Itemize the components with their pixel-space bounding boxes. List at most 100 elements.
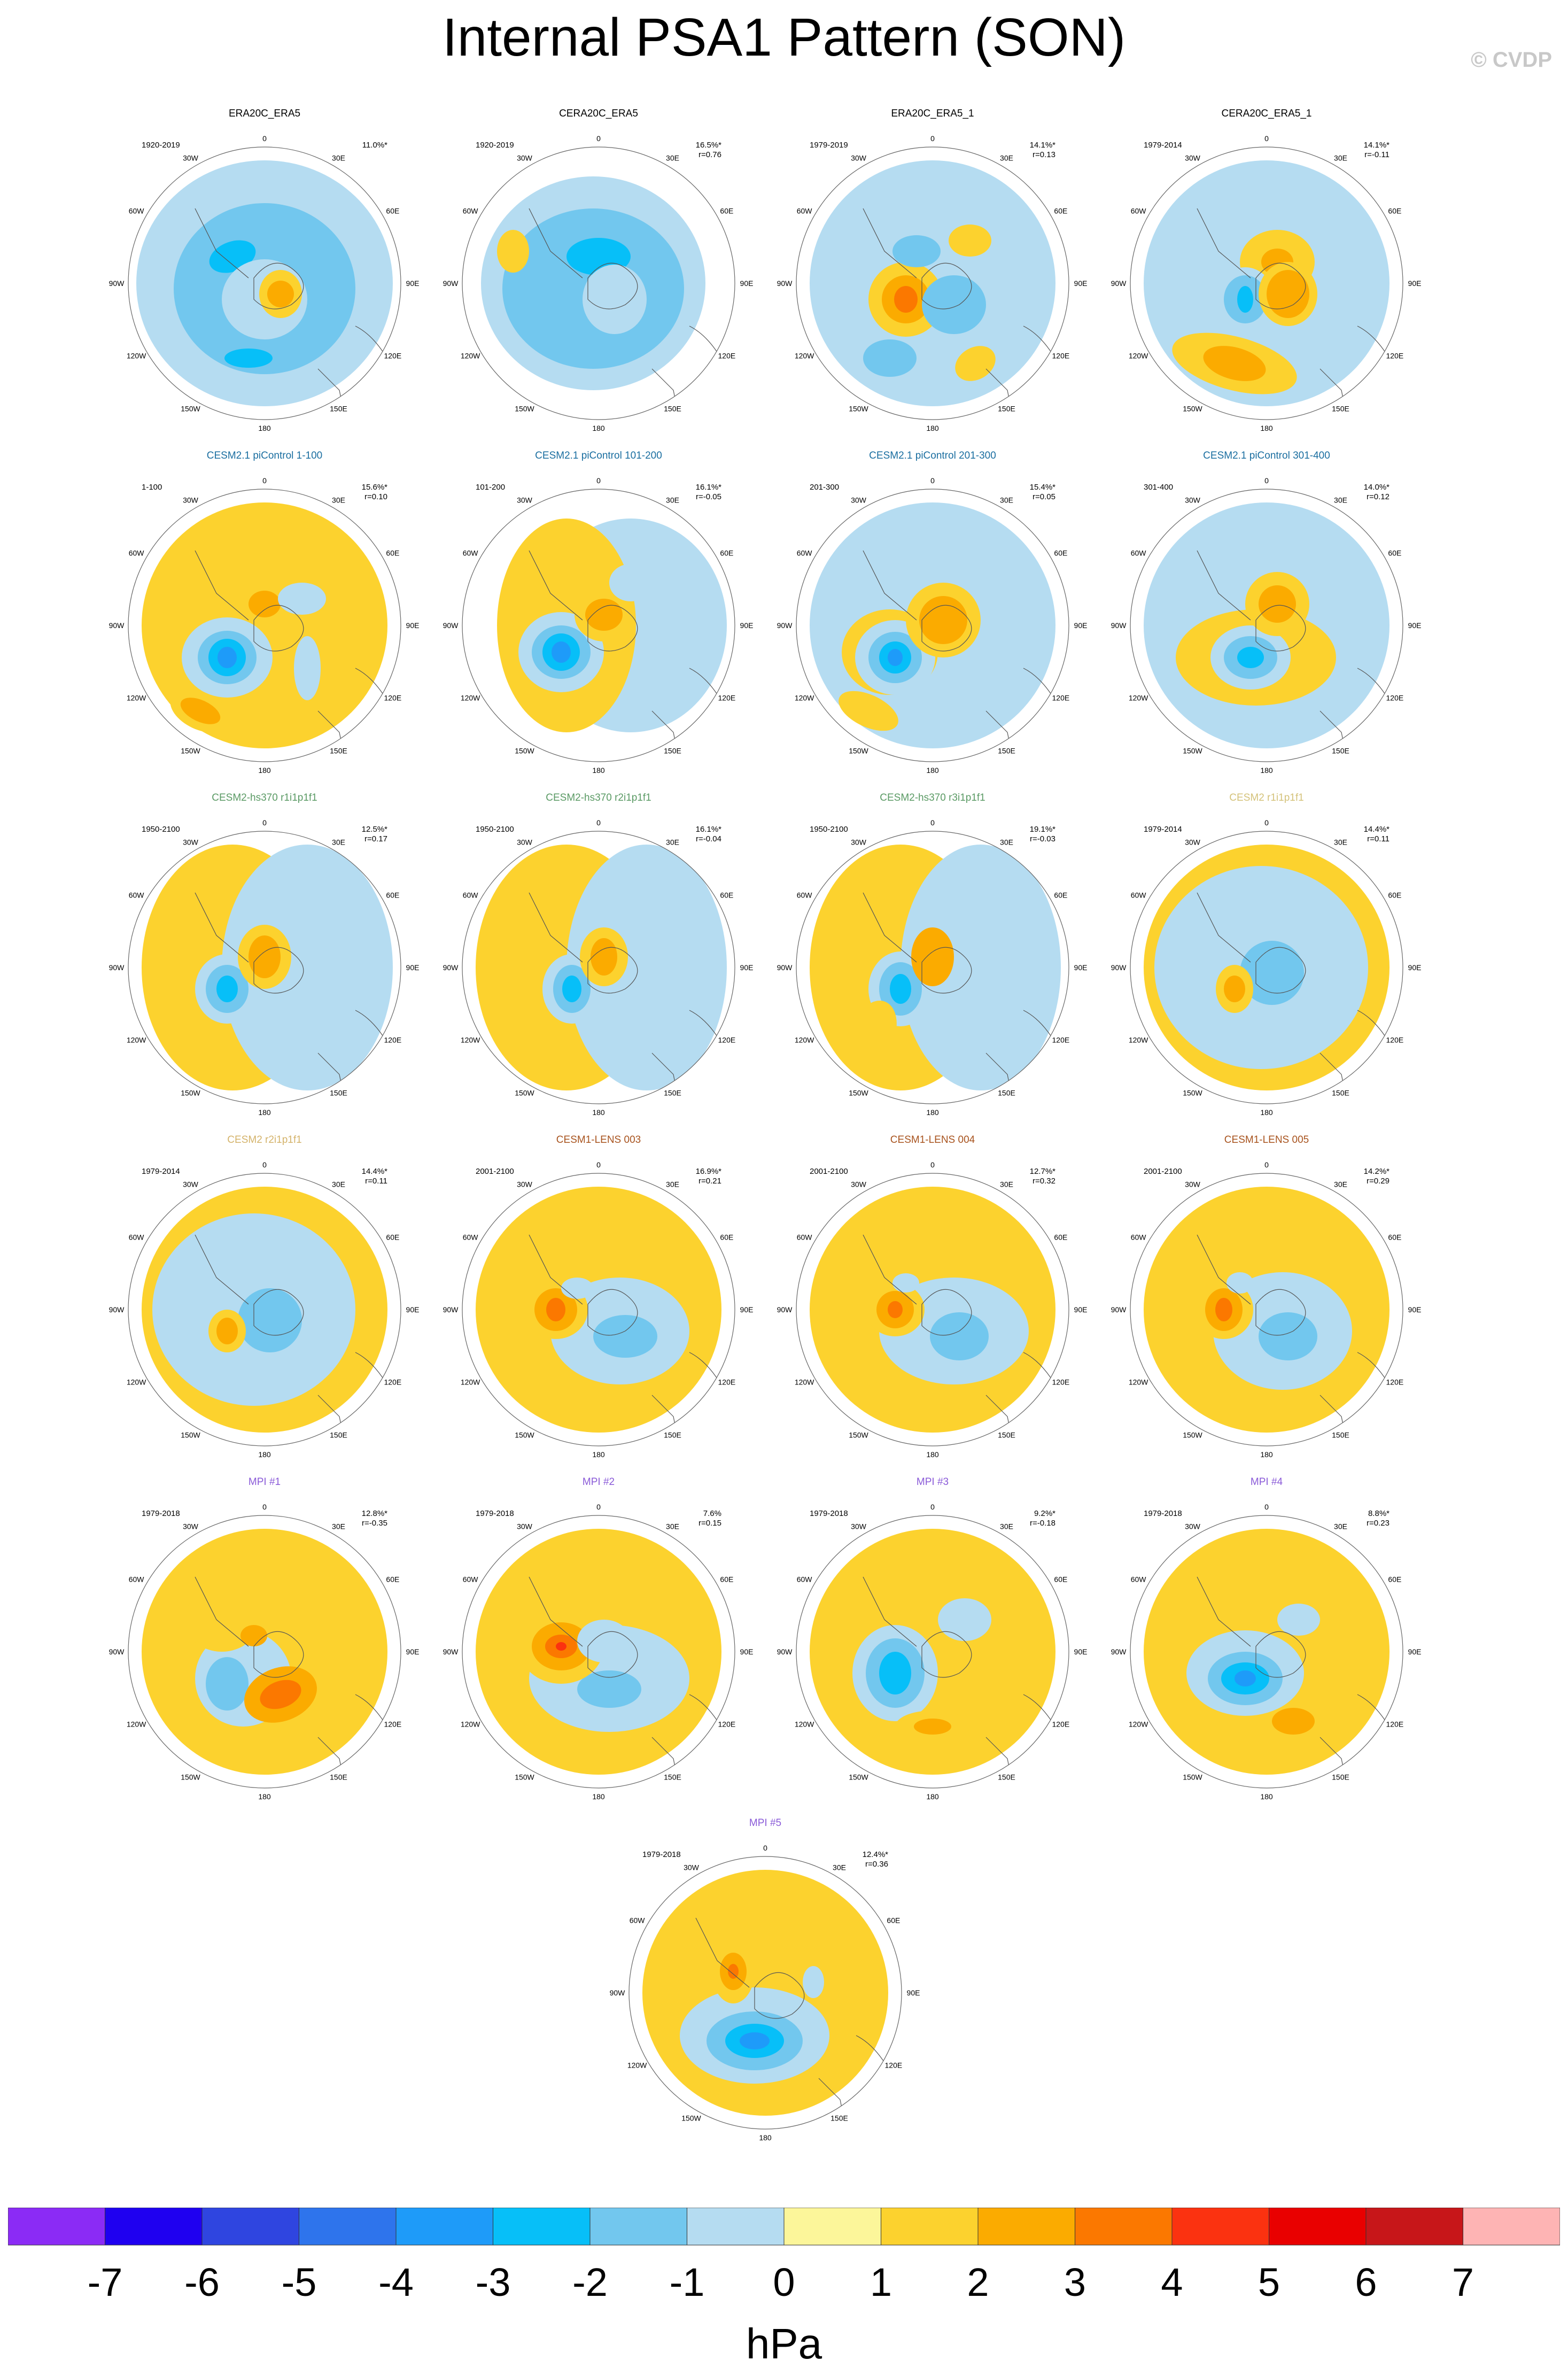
longitude-label: 120W (127, 1720, 146, 1729)
panel-correlation: r=0.29 (1367, 1177, 1390, 1186)
longitude-label: 180 (926, 1792, 939, 1801)
longitude-label: 60W (797, 891, 813, 900)
antarctica-coastline (587, 605, 638, 652)
panel-title: CESM2 r1i1p1f1 (1229, 792, 1303, 803)
longitude-label: 0 (596, 476, 601, 485)
colorbar-unit: hPa (746, 2320, 822, 2367)
longitude-label: 150E (330, 1431, 347, 1440)
panel-correlation: r=0.15 (698, 1519, 721, 1528)
longitude-label: 120W (461, 352, 480, 360)
longitude-label: 60W (463, 1575, 479, 1584)
pattern-contour (260, 1680, 301, 1709)
longitude-label: 30W (183, 496, 199, 504)
australia-coastline (689, 326, 727, 369)
pattern-contour (1272, 1708, 1315, 1735)
panel-period: 1979-2014 (142, 1167, 180, 1176)
south-america-coastline (195, 208, 249, 278)
panel-period: 2001-2100 (1144, 1167, 1182, 1176)
longitude-label: 180 (926, 766, 939, 775)
map-border (462, 1173, 735, 1446)
longitude-label: 120E (1386, 694, 1404, 702)
map-panel: CESM2.1 piControl 1-100 1-100 15.6%* r=0.10… (99, 449, 430, 791)
map-svg: CERA20C_ERA5 1920-2019 16.5%*r=0.76 0 30E 60E… (443, 108, 754, 432)
south-america-coastline (863, 1576, 917, 1647)
longitude-label: 60E (720, 891, 733, 900)
colorbar: -7 -6 -5 -4 -3 -2 -1 0 1 2 3 4 5 6 7 (8, 2208, 1560, 2304)
panel-variance: 16.9%* (696, 1167, 722, 1176)
longitude-label: 120E (1386, 1378, 1404, 1387)
longitude-label: 30W (517, 1180, 533, 1188)
south-america-coastline (195, 1576, 249, 1647)
watermark: © CVDP (1471, 48, 1552, 72)
pattern-contour (851, 1000, 897, 1063)
longitude-label: 180 (1260, 424, 1273, 432)
map-border (796, 489, 1069, 762)
south-america-coastline (529, 1234, 583, 1305)
longitude-label: 150W (181, 1089, 200, 1097)
longitude-label: 60E (1388, 1575, 1401, 1584)
longitude-label: 30W (1185, 153, 1201, 162)
longitude-label: 150W (181, 1431, 200, 1440)
longitude-label: 90W (1111, 1647, 1127, 1656)
south-america-coastline (529, 1576, 583, 1647)
longitude-label: 90W (109, 621, 125, 630)
pattern-contour (1259, 1312, 1317, 1360)
colorbar-tick-label: 7 (1452, 2260, 1474, 2304)
pattern-contour (497, 230, 529, 273)
panel-title: CESM2-hs370 r2i1p1f1 (546, 792, 651, 803)
antarctica-coastline (921, 1631, 972, 1678)
pattern-contour (949, 225, 991, 257)
panel-period: 1950-2100 (476, 825, 514, 834)
map-svg: CESM2.1 piControl 201-300 201-300 15.4%*r=… (777, 450, 1088, 775)
longitude-label: 120E (1386, 1036, 1404, 1044)
longitude-label: 90E (1074, 1647, 1088, 1656)
longitude-label: 30W (183, 1522, 199, 1530)
longitude-label: 150W (181, 747, 200, 755)
longitude-label: 120W (795, 694, 814, 702)
panel-title: CESM2-hs370 r1i1p1f1 (212, 792, 317, 803)
longitude-label: 150E (330, 405, 347, 413)
longitude-label: 150W (515, 1431, 534, 1440)
panel-title: CESM1-LENS 004 (890, 1134, 975, 1146)
panel-title: CERA20C_ERA5_1 (1222, 108, 1312, 119)
longitude-label: 60E (887, 1916, 900, 1925)
page-title: Internal PSA1 Pattern (SON) (442, 7, 1126, 67)
colorbar-segment (589, 2208, 687, 2246)
colorbar-segment (1365, 2208, 1463, 2246)
panel-variance: 14.4%* (362, 1167, 388, 1176)
panel-period: 1979-2018 (642, 1850, 681, 1859)
panel-correlation: r=0.11 (1367, 834, 1390, 843)
panel-variance: 12.7%* (1030, 1167, 1056, 1176)
colorbar-segment (1463, 2208, 1560, 2246)
panel-variance: 19.1%* (1030, 825, 1056, 834)
longitude-label: 0 (262, 134, 267, 143)
longitude-label: 150E (998, 405, 1015, 413)
longitude-label: 120E (1052, 694, 1070, 702)
pattern-contour (728, 1964, 739, 1979)
longitude-label: 90E (406, 1647, 420, 1656)
colorbar-tick-label: 0 (773, 2260, 795, 2304)
colorbar-segment (201, 2208, 299, 2246)
longitude-label: 180 (1260, 766, 1273, 775)
panel-correlation: r=0.05 (1033, 492, 1055, 501)
map-panel: CESM1-LENS 004 2001-2100 12.7%* r=0.32 0 30E 6… (767, 1133, 1098, 1475)
longitude-label: 120W (795, 1378, 814, 1387)
antarctica-coastline (1255, 605, 1306, 652)
panel-correlation: r=0.36 (865, 1860, 888, 1869)
map-svg: CESM1-LENS 004 2001-2100 12.7%*r=0.32 0 30E 6… (777, 1134, 1088, 1459)
longitude-label: 60E (720, 549, 733, 558)
longitude-label: 60W (797, 1233, 813, 1242)
pattern-contour (577, 1620, 631, 1662)
south-america-coastline (529, 892, 583, 963)
map-border (1130, 1173, 1403, 1446)
longitude-label: 120W (795, 1036, 814, 1044)
pattern-contour (216, 1318, 238, 1344)
colorbar-segment (783, 2208, 881, 2246)
antarctica-coastline (1255, 1289, 1306, 1336)
longitude-label: 150E (1332, 1773, 1349, 1782)
longitude-label: 0 (1264, 1503, 1269, 1511)
panel-period: 2001-2100 (810, 1167, 848, 1176)
longitude-label: 90W (109, 1647, 125, 1656)
longitude-label: 90W (443, 1647, 459, 1656)
longitude-label: 30W (851, 1522, 867, 1530)
